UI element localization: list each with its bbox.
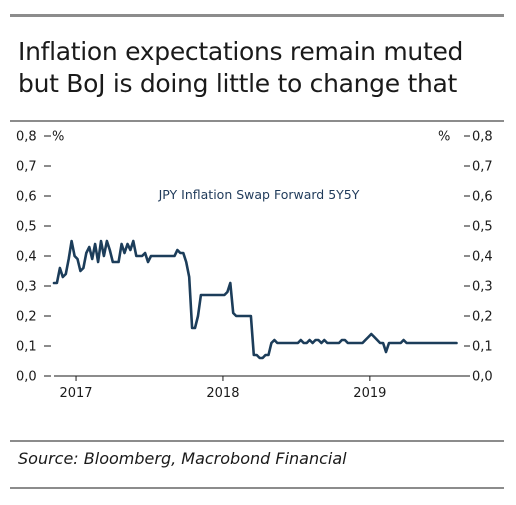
x-tick-label: 2017 (59, 386, 92, 401)
y-tick-label-left: 0,2 (16, 310, 37, 325)
y-tick-label-right: 0,6 (472, 190, 493, 205)
y-tick-label-left: 0,0 (16, 370, 37, 385)
series-label: JPY Inflation Swap Forward 5Y5Y (158, 187, 360, 202)
page-title: Inflation expectations remain muted but … (18, 37, 464, 98)
series-line (52, 239, 458, 360)
y-tick-label-right: 0,4 (472, 250, 493, 265)
y-tick-label-right: 0,1 (472, 340, 493, 355)
bottom-rule (10, 487, 504, 489)
y-tick-label-right: 0,3 (472, 280, 493, 295)
y-tick-label-left: 0,5 (16, 220, 37, 235)
y-tick-label-left: 0,1 (16, 340, 37, 355)
y-tick-label-right: 0,8 (472, 130, 493, 145)
y-tick-label-left: 0,7 (16, 160, 37, 175)
y-unit-left: % (52, 130, 64, 145)
y-unit-right: % (438, 130, 450, 145)
y-tick-label-left: 0,3 (16, 280, 37, 295)
y-tick-label-right: 0,2 (472, 310, 493, 325)
y-tick-label-left: 0,6 (16, 190, 37, 205)
y-tick-label-right: 0,5 (472, 220, 493, 235)
y-tick-label-right: 0,7 (472, 160, 493, 175)
x-tick-label: 2018 (206, 386, 239, 401)
chart-area (10, 120, 504, 442)
source-note: Source: Bloomberg, Macrobond Financial (18, 449, 347, 468)
x-tick-label: 2019 (353, 386, 386, 401)
y-tick-label-left: 0,4 (16, 250, 37, 265)
top-rule (10, 14, 504, 17)
y-tick-label-left: 0,8 (16, 130, 37, 145)
y-tick-label-right: 0,0 (472, 370, 493, 385)
